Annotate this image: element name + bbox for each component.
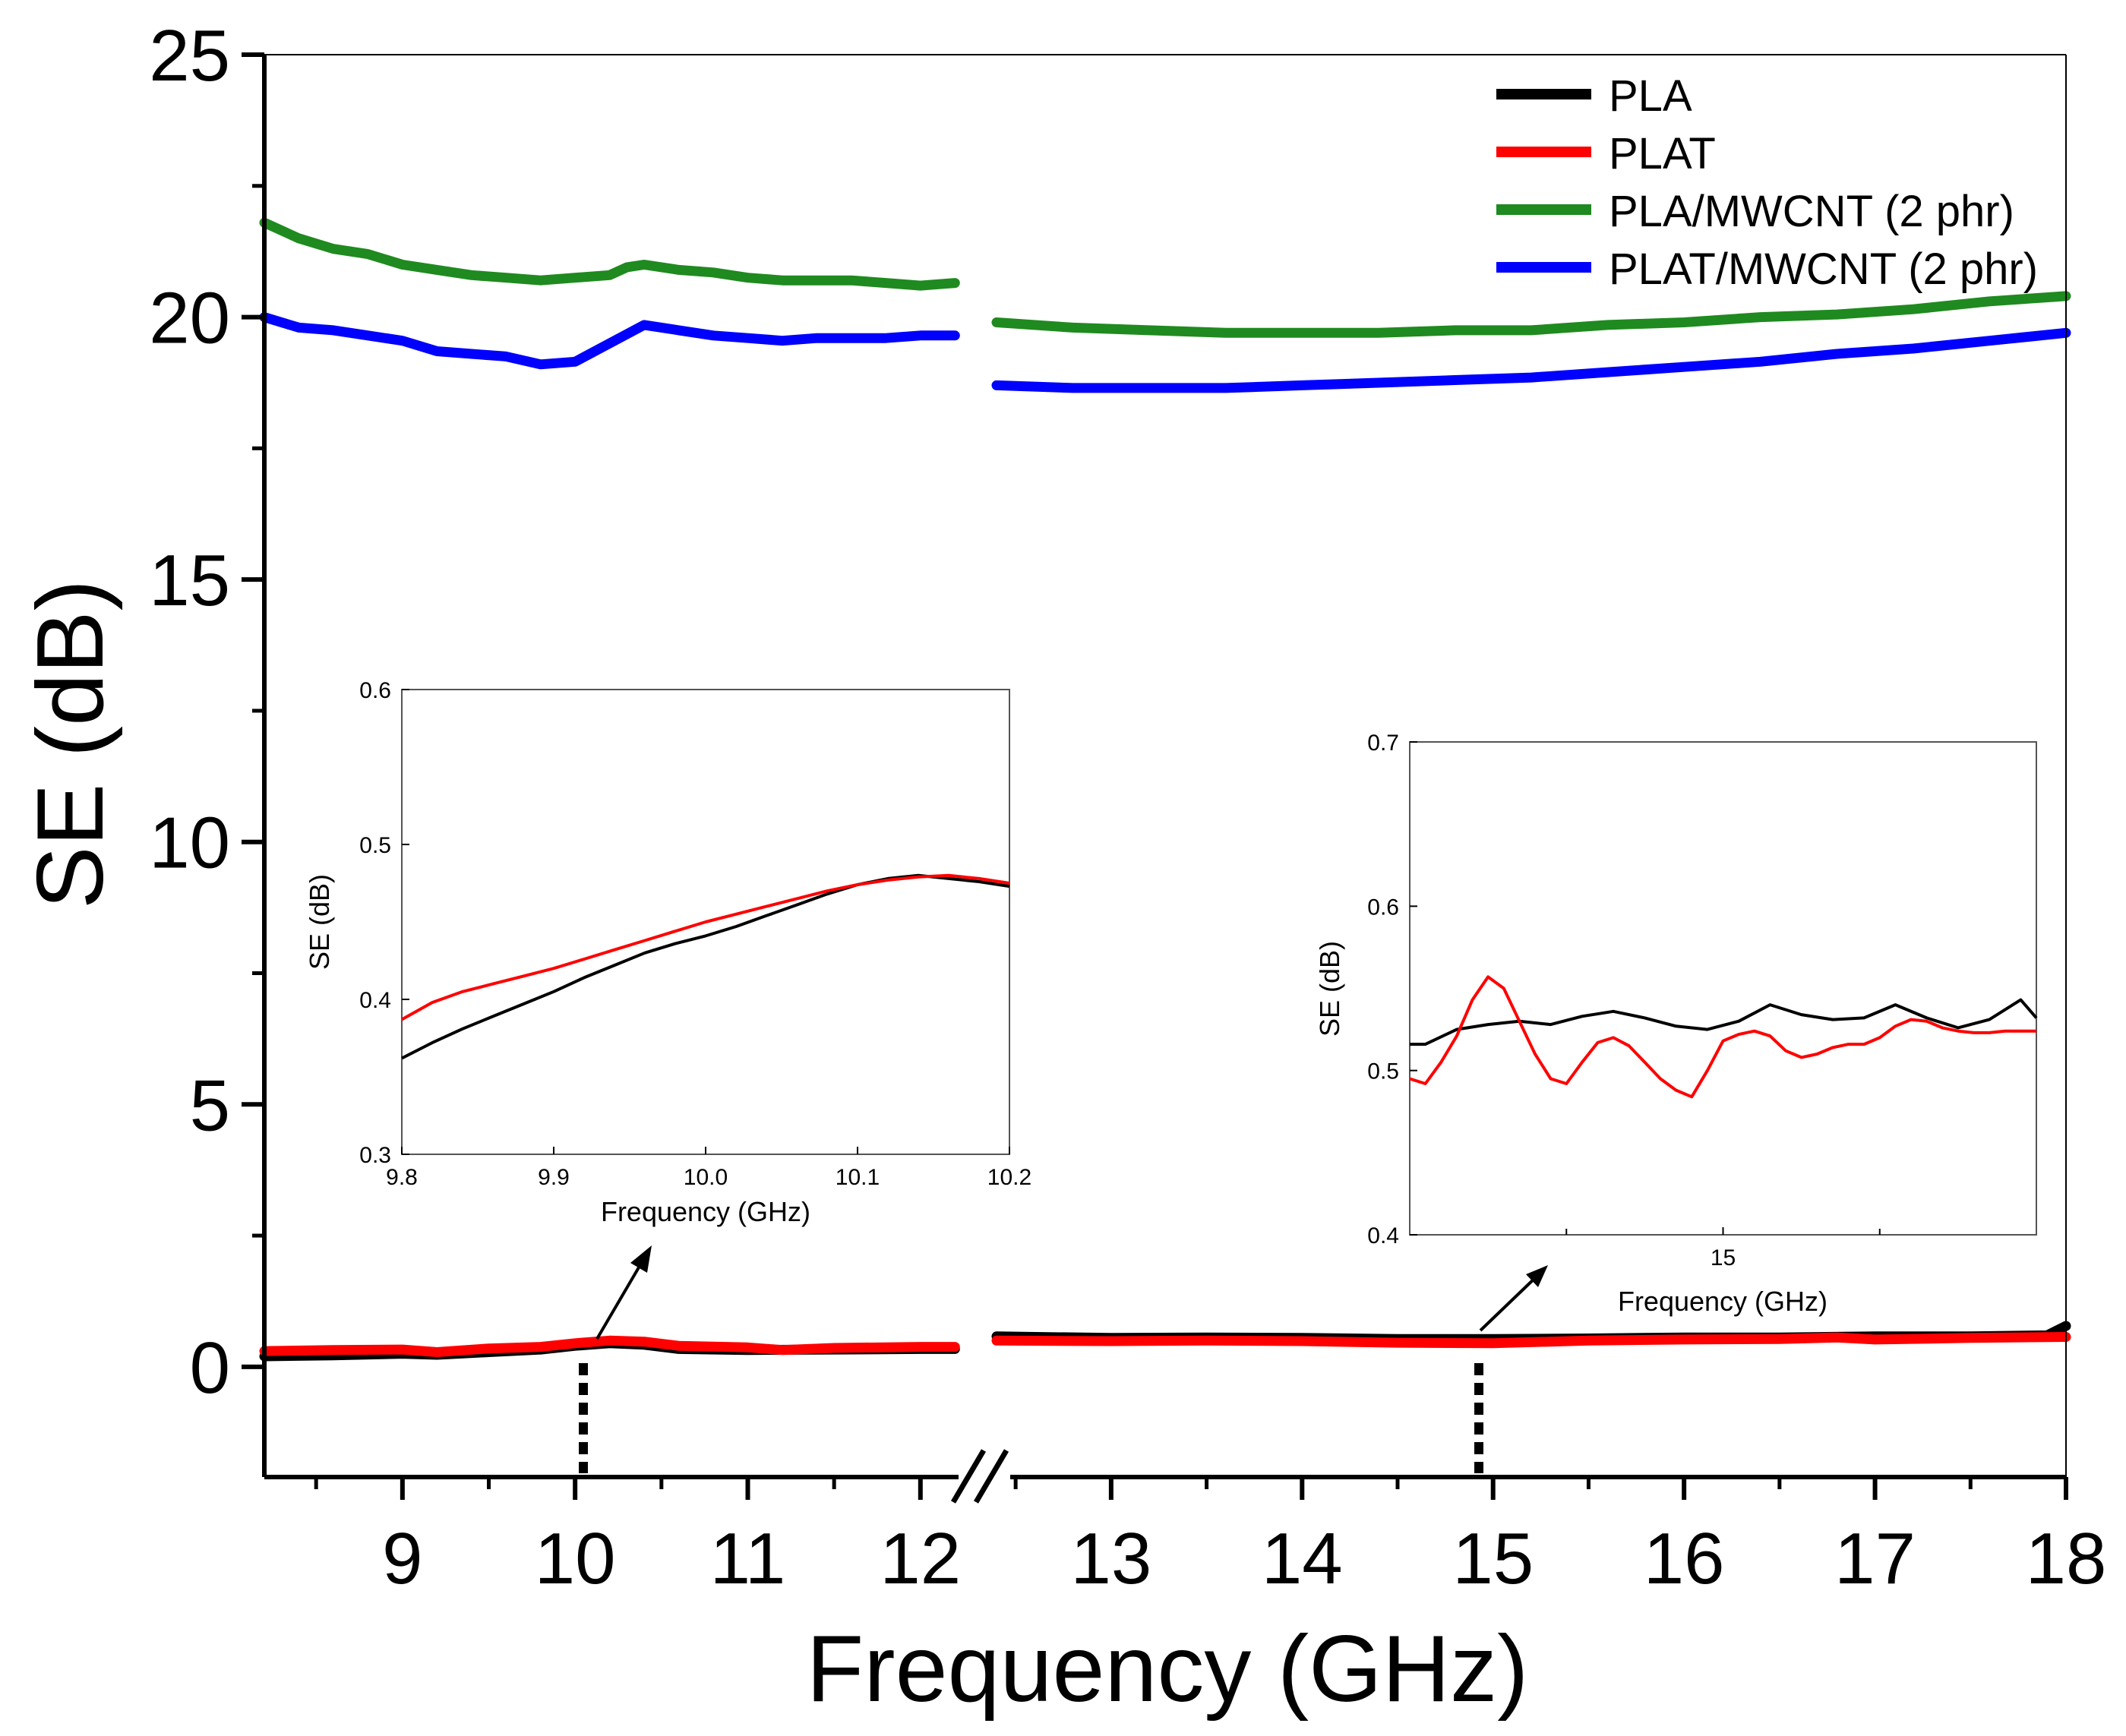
inset-1-x-tick-label: 9.8 — [386, 1165, 418, 1190]
inset-2-axes: 0.4 0.5 0.6 0.7 15 — [1367, 731, 1881, 1270]
main-annotations — [579, 1245, 1548, 1473]
y-tick-label-20: 20 — [149, 278, 230, 359]
inset-1-series-group — [401, 873, 1010, 1060]
main-plot: 0 5 10 15 20 25 9 10 11 12 13 14 15 16 17 18 Frequency … — [18, 15, 2106, 1722]
inset-2-series-plat-line — [1409, 975, 2036, 1099]
inset-2-x-tick-label: 15 — [1711, 1245, 1736, 1270]
x-tick-label-18: 18 — [2026, 1518, 2107, 1599]
main-x-axis-label: Frequency (GHz) — [807, 1617, 1529, 1722]
y-tick-label-5: 5 — [190, 1065, 230, 1146]
inset-2-background — [1409, 741, 2037, 1236]
series-plat-line-segment-2 — [991, 1332, 2071, 1349]
main-y-axis-label: SE (dB) — [18, 579, 123, 909]
inset-1-y-tick-label: 0.6 — [359, 678, 391, 703]
inset-2-series-group — [1409, 975, 2038, 1099]
x-tick-label-17: 17 — [1834, 1518, 1916, 1599]
series-plat-mwcnt-2-phr-line-segment-1 — [259, 312, 960, 370]
axis-break-mark-2 — [973, 1449, 1009, 1504]
main-series-group — [259, 217, 2071, 1362]
legend-label-pla: PLA — [1609, 71, 1692, 121]
inset-2-x-axis-label: Frequency (GHz) — [1618, 1286, 1827, 1317]
inset-2-series-pla-line — [1410, 998, 2038, 1046]
pointer-arrowhead-10ghz — [630, 1245, 652, 1273]
inset-2-y-tick-label: 0.6 — [1367, 895, 1399, 920]
pointer-arrow-10ghz — [595, 1257, 646, 1340]
x-tick-label-16: 16 — [1644, 1518, 1725, 1599]
pointer-arrowhead-15ghz — [1526, 1265, 1548, 1287]
inset-1-x-tick-label: 10.2 — [987, 1165, 1031, 1190]
x-tick-label-13: 13 — [1070, 1518, 1151, 1599]
pointer-arrow-15ghz — [1479, 1274, 1539, 1332]
y-tick-label-0: 0 — [190, 1327, 230, 1409]
inset-1-x-tick-label: 9.9 — [538, 1165, 570, 1190]
inset-chart-9-8-to-10-2-ghz: 0.3 0.4 0.5 0.6 9.8 9.9 10.0 10.1 10.2 Frequency… — [304, 678, 1031, 1227]
legend-label-plat-mwcnt-2-phr: PLAT/MWCNT (2 phr) — [1609, 245, 2038, 294]
inset-2-y-axis-label: SE (dB) — [1314, 941, 1345, 1037]
inset-1-y-tick-label: 0.3 — [359, 1143, 391, 1168]
inset-1-x-tick-label: 10.0 — [684, 1165, 728, 1190]
series-plat-line-segment-1 — [259, 1335, 960, 1357]
inset-1-x-tick-label: 10.1 — [836, 1165, 880, 1190]
inset-1-axes: 0.3 0.4 0.5 0.6 9.8 9.9 10.0 10.1 10.2 — [359, 678, 1031, 1190]
y-tick-label-10: 10 — [149, 803, 230, 884]
main-axes: 0 5 10 15 20 25 9 10 11 12 13 14 15 16 17 18 — [149, 15, 2106, 1599]
series-plat-mwcnt-2-phr-line-segment-2 — [991, 327, 2071, 393]
x-tick-label-10: 10 — [535, 1518, 616, 1599]
x-tick-label-15: 15 — [1452, 1518, 1534, 1599]
series-pla-mwcnt-2-phr-line-segment-1 — [259, 217, 960, 291]
legend-label-plat: PLAT — [1609, 129, 1716, 178]
x-tick-label-11: 11 — [710, 1518, 786, 1599]
x-tick-label-12: 12 — [880, 1518, 961, 1599]
inset-1-x-axis-label: Frequency (GHz) — [601, 1196, 810, 1227]
y-tick-label-15: 15 — [149, 540, 230, 621]
legend: PLA PLAT PLA/MWCNT (2 phr) PLAT/MWCNT (2 ph… — [1496, 71, 2038, 294]
inset-2-y-tick-label: 0.4 — [1367, 1223, 1399, 1248]
inset-1-y-tick-label: 0.4 — [359, 988, 391, 1013]
inset-1-y-tick-label: 0.5 — [359, 833, 391, 858]
inset-1-y-axis-label: SE (dB) — [304, 874, 335, 970]
inset-1-series-plat-line — [401, 873, 1010, 1021]
x-tick-label-14: 14 — [1262, 1518, 1343, 1599]
axis-break-mark-1 — [950, 1449, 987, 1504]
legend-label-pla-mwcnt-2-phr: PLA/MWCNT (2 phr) — [1609, 187, 2014, 236]
series-pla-mwcnt-2-phr-line-segment-2 — [991, 291, 2071, 338]
inset-2-y-tick-label: 0.5 — [1367, 1059, 1399, 1084]
inset-2-y-tick-label: 0.7 — [1367, 731, 1399, 756]
x-tick-label-9: 9 — [382, 1518, 422, 1599]
inset-chart-near-15-ghz: 0.4 0.5 0.6 0.7 15 Frequency (GHz) SE (dB) — [1314, 731, 2038, 1317]
y-tick-label-25: 25 — [149, 15, 230, 96]
